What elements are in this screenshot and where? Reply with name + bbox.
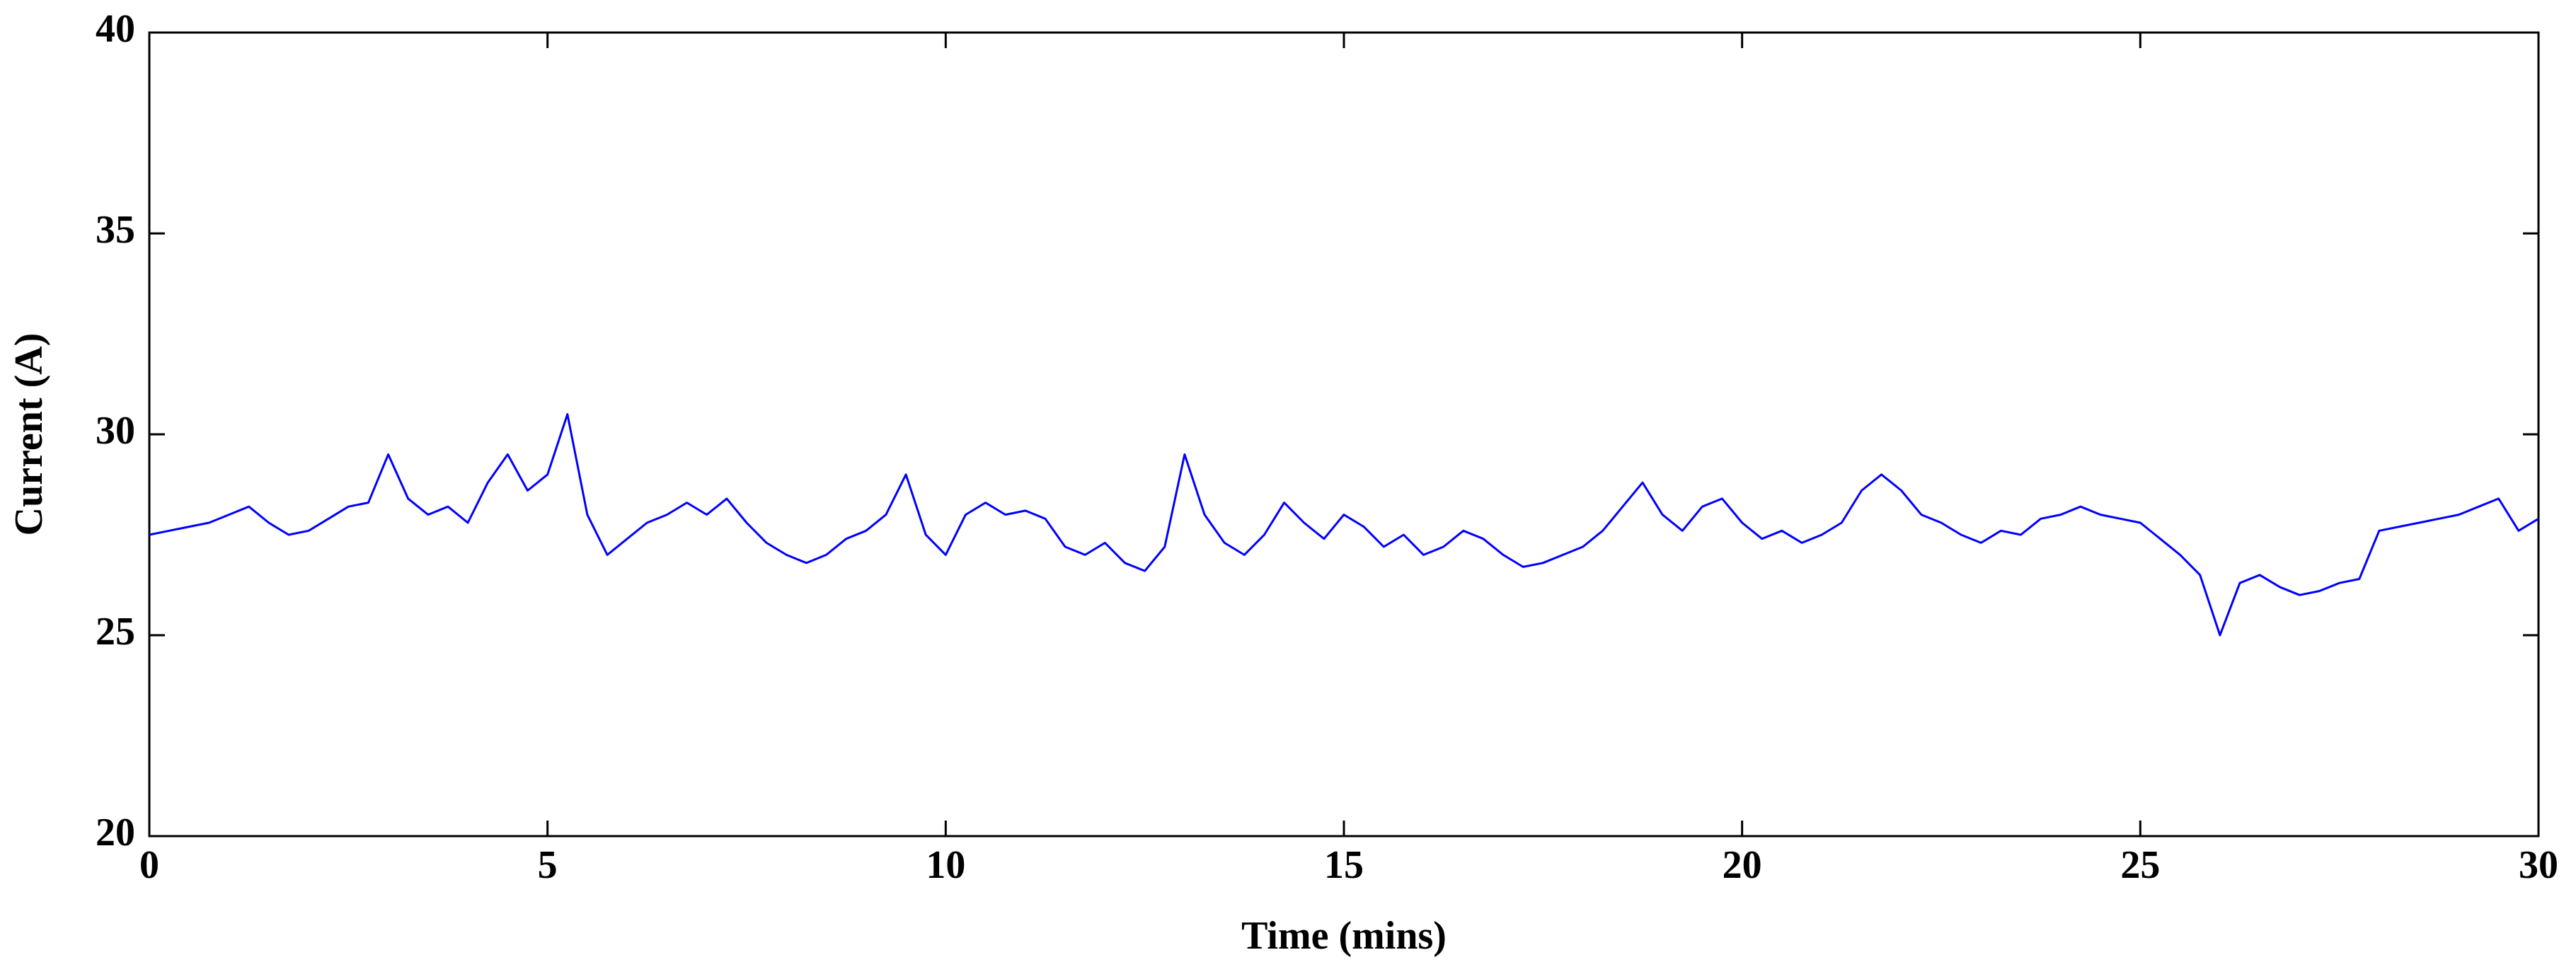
y-tick-label: 30 [96, 409, 135, 453]
x-tick-label: 10 [926, 843, 965, 887]
x-tick-label: 25 [2120, 843, 2160, 887]
x-tick-label: 15 [1324, 843, 1364, 887]
y-tick-label: 35 [96, 208, 135, 252]
plot-frame [148, 31, 2540, 838]
y-tick-label: 20 [96, 811, 135, 855]
y-axis-label: Current (A) [7, 333, 51, 536]
x-tick-label: 30 [2519, 843, 2558, 887]
y-tick-label: 25 [96, 610, 135, 654]
data-line [149, 413, 2539, 637]
x-tick-label: 0 [139, 843, 159, 887]
x-tick-label: 5 [538, 843, 558, 887]
x-tick-label: 20 [1723, 843, 1762, 887]
x-axis-label: Time (mins) [1241, 914, 1447, 958]
y-tick-label: 40 [96, 7, 135, 51]
